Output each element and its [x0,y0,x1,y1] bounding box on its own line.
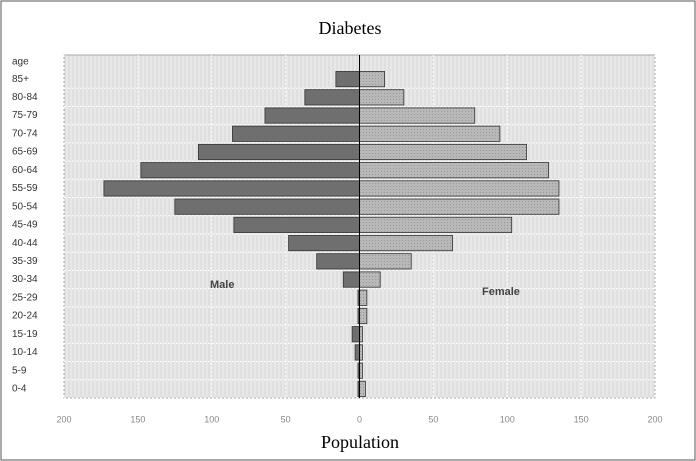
bar [359,235,453,252]
series-label: Male [210,279,234,291]
series-label: Female [482,286,520,298]
bar [232,125,360,142]
bar [233,216,360,233]
bar [359,162,550,179]
y-axis-title: age [12,57,29,68]
y-tick-label: 55-59 [12,183,38,194]
bar [140,162,360,179]
bar [264,107,360,124]
y-tick-label: 35-39 [12,256,38,267]
bar [342,271,360,288]
bar [351,326,360,343]
y-tick-label: 65-69 [12,147,38,158]
bar [354,344,360,361]
bar [103,180,360,197]
bar [288,235,360,252]
bar [359,271,381,288]
y-tick-label: 15-19 [12,329,38,340]
x-tick-label: 150 [574,414,589,424]
x-tick-label: 50 [428,414,438,424]
bar [316,253,360,270]
y-tick-label: 85+ [12,74,29,85]
bar [359,289,368,306]
y-tick-label: 5-9 [12,365,27,376]
bar [174,198,360,215]
bar [359,307,368,325]
bar [335,71,360,88]
y-tick-label: 10-14 [12,347,38,358]
bar [359,180,560,197]
bar [198,143,360,161]
bar [359,198,560,215]
x-tick-label: 50 [281,414,291,424]
y-tick-label: 60-64 [12,165,38,176]
bar [359,107,476,124]
x-tick-label: 200 [56,414,71,424]
bar [359,253,412,270]
bar [359,143,527,161]
y-tick-label: 45-49 [12,220,38,231]
y-tick-label: 25-29 [12,292,38,303]
y-tick-label: 30-34 [12,274,38,285]
y-tick-label: 0-4 [12,384,27,395]
bar [304,89,360,106]
chart-title: Diabetes [319,18,382,38]
x-tick-label: 0 [357,414,362,424]
x-axis-title: Population [321,432,399,452]
bar [359,380,366,397]
y-tick-label: 80-84 [12,92,38,103]
x-tick-label: 200 [647,414,662,424]
y-tick-label: 70-74 [12,128,38,139]
bar [359,89,405,106]
y-tick-label: 50-54 [12,201,38,212]
bar [359,71,386,88]
x-tick-label: 100 [500,414,515,424]
y-tick-label: 20-24 [12,311,38,322]
bar [359,125,501,142]
x-tick-label: 150 [130,414,145,424]
y-tick-label: 40-44 [12,238,38,249]
bar [359,216,513,233]
y-tick-label: 75-79 [12,110,38,121]
x-tick-label: 100 [204,414,219,424]
